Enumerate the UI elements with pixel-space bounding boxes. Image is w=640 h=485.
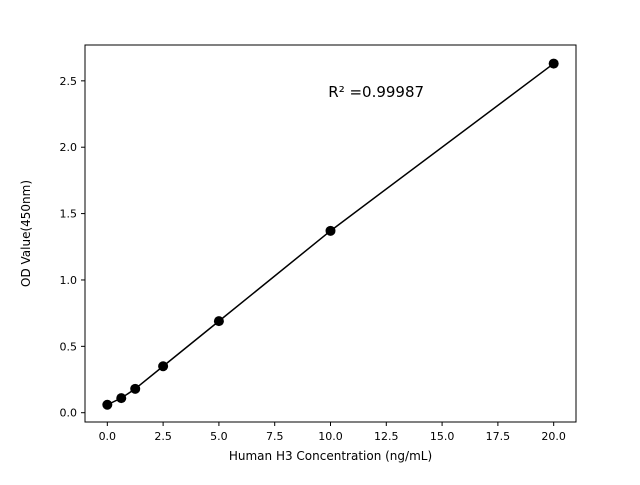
r-squared-annotation: R² =0.99987	[328, 83, 424, 101]
data-point	[213, 316, 224, 327]
x-tick-label: 2.5	[154, 430, 172, 443]
x-tick-label: 0.0	[99, 430, 117, 443]
y-tick-label: 0.0	[60, 407, 78, 420]
data-point	[325, 225, 336, 236]
x-tick-label: 12.5	[374, 430, 399, 443]
x-axis-label: Human H3 Concentration (ng/mL)	[229, 449, 432, 463]
x-tick-label: 15.0	[430, 430, 455, 443]
y-tick-label: 2.0	[60, 141, 78, 154]
x-tick-label: 20.0	[541, 430, 566, 443]
x-tick-label: 5.0	[210, 430, 228, 443]
x-tick-label: 7.5	[266, 430, 284, 443]
data-point	[102, 399, 113, 410]
x-tick-label: 17.5	[486, 430, 511, 443]
data-point	[548, 58, 559, 69]
data-point	[158, 361, 169, 372]
data-point	[130, 383, 141, 394]
y-tick-label: 2.5	[60, 75, 78, 88]
data-point	[116, 393, 127, 404]
y-axis-label: OD Value(450nm)	[19, 180, 33, 287]
y-tick-label: 1.0	[60, 274, 78, 287]
x-tick-label: 10.0	[318, 430, 343, 443]
y-tick-label: 0.5	[60, 340, 78, 353]
y-tick-label: 1.5	[60, 208, 78, 221]
